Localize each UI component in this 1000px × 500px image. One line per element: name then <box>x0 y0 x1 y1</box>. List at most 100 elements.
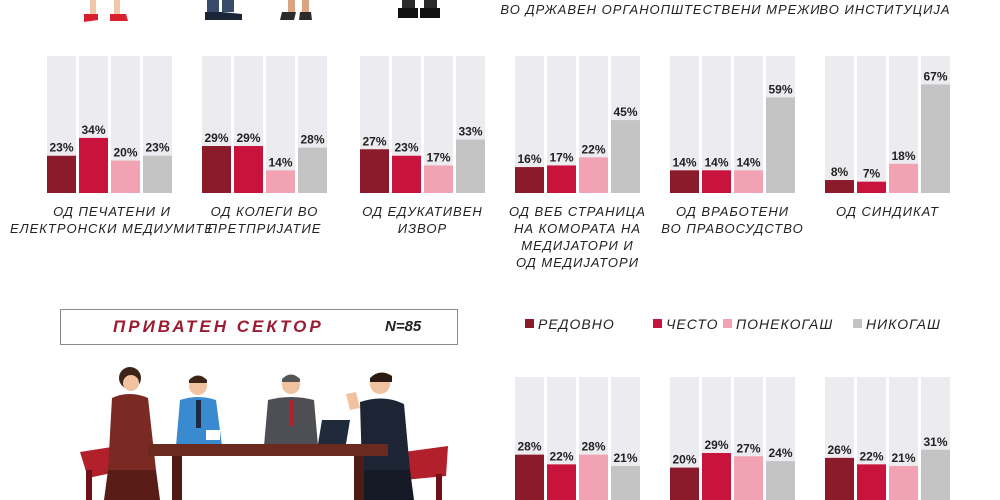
bar <box>702 453 731 500</box>
legend-label-sometimes: ПОНЕКОГАШ <box>736 316 834 332</box>
data-label: 17% <box>426 150 450 164</box>
legend-label-regular: РЕДОВНО <box>538 316 615 332</box>
category-label-line: МЕДИЈАТОРИ И <box>521 238 634 253</box>
bar <box>456 139 485 193</box>
data-label: 33% <box>458 125 482 139</box>
category-label-line: ОД КОЛЕГИ ВО <box>210 204 319 219</box>
data-label: 14% <box>736 155 760 169</box>
bar-background <box>825 56 854 193</box>
bar <box>825 180 854 193</box>
data-label: 28% <box>300 133 324 147</box>
top-label-social-networks: ОПШТЕСТВЕНИ МРЕЖИ <box>649 2 821 17</box>
data-label: 8% <box>831 165 849 179</box>
office-meeting-illustration <box>80 367 448 500</box>
bar <box>515 167 544 193</box>
data-label: 21% <box>891 451 915 465</box>
data-label: 27% <box>362 134 386 148</box>
category-label: ОД СИНДИКАТ <box>778 203 998 220</box>
data-label: 20% <box>113 146 137 160</box>
data-label: 23% <box>394 141 418 155</box>
bar <box>889 465 918 500</box>
data-label: 23% <box>49 141 73 155</box>
data-label: 28% <box>517 440 541 454</box>
bar <box>515 454 544 500</box>
bar <box>921 449 950 500</box>
legend-swatch-often <box>653 319 662 328</box>
category-label-line: ОД ВЕБ СТРАНИЦА <box>509 204 646 219</box>
bar <box>766 461 795 500</box>
top-label-institution: ВО ИНСТИТУЦИЈА <box>819 2 951 17</box>
bar <box>702 170 731 193</box>
bar-background <box>266 56 295 193</box>
data-label: 16% <box>517 152 541 166</box>
bar <box>143 155 172 193</box>
top-label-state-body: ВО ДРЖАВЕН ОРГАН <box>500 2 650 17</box>
data-label: 29% <box>236 131 260 145</box>
bar <box>734 170 763 193</box>
data-label: 28% <box>581 440 605 454</box>
data-label: 24% <box>768 446 792 460</box>
bar-background <box>670 56 699 193</box>
data-label: 67% <box>923 69 947 83</box>
bar <box>79 137 108 193</box>
data-label: 29% <box>204 131 228 145</box>
bar <box>579 454 608 500</box>
data-label: 34% <box>81 123 105 137</box>
data-label: 14% <box>704 155 728 169</box>
data-label: 14% <box>268 155 292 169</box>
category-label: ОД ЕДУКАТИВЕН ИЗВОР <box>313 203 533 237</box>
data-label: 27% <box>736 441 760 455</box>
legend-item-often: ЧЕСТО <box>653 316 719 332</box>
bar <box>766 97 795 193</box>
bar <box>234 146 263 193</box>
category-label: ОД КОЛЕГИ ВО ПРЕТПРИЈАТИЕ <box>155 203 375 237</box>
category-label-line: ОД МЕДИЈАТОРИ <box>516 255 639 270</box>
legend-label-often: ЧЕСТО <box>666 316 719 332</box>
legend: РЕДОВНО ЧЕСТО ПОНЕКОГАШ НИКОГАШ <box>525 316 965 336</box>
data-label: 21% <box>613 451 637 465</box>
data-label: 29% <box>704 438 728 452</box>
sector-title: ПРИВАТЕН СЕКТОР <box>113 317 324 336</box>
data-label: 22% <box>581 142 605 156</box>
data-label: 20% <box>672 453 696 467</box>
bar <box>670 467 699 500</box>
bar <box>547 165 576 193</box>
top-figures-illustration <box>84 0 440 22</box>
data-label: 22% <box>859 449 883 463</box>
bar-background <box>702 56 731 193</box>
category-label: ОД ВРАБОТЕНИ ВО ПРАВОСУДСТВО <box>623 203 843 237</box>
bar <box>857 464 886 500</box>
sector-box: ПРИВАТЕН СЕКТОР N=85 <box>60 309 458 345</box>
bar-background <box>857 56 886 193</box>
legend-label-never: НИКОГАШ <box>866 316 941 332</box>
bar <box>547 464 576 500</box>
category-label-line: ОД ЕДУКАТИВЕН <box>362 204 483 219</box>
bar <box>611 465 640 500</box>
data-label: 7% <box>863 167 881 181</box>
bar <box>202 146 231 193</box>
data-label: 45% <box>613 105 637 119</box>
bar <box>47 155 76 193</box>
legend-item-sometimes: ПОНЕКОГАШ <box>723 316 833 332</box>
bar <box>424 165 453 193</box>
bar-background <box>734 56 763 193</box>
bar <box>825 457 854 500</box>
bar <box>579 157 608 193</box>
category-label: ОД ПЕЧАТЕНИ И ЕЛЕКТРОНСКИ МЕДИУМИТЕ <box>2 203 222 237</box>
category-label-line: ПРЕТПРИЈАТИЕ <box>207 221 322 236</box>
category-label-line: НА КОМОРАТА НА <box>513 221 642 236</box>
bar <box>889 163 918 193</box>
bar <box>857 181 886 193</box>
category-label-line: ЕЛЕКТРОНСКИ МЕДИУМИТЕ <box>10 221 214 236</box>
data-label: 26% <box>827 443 851 457</box>
legend-swatch-sometimes <box>723 319 732 328</box>
bar <box>611 120 640 193</box>
legend-item-never: НИКОГАШ <box>853 316 941 332</box>
category-label-line: ОД ПЕЧАТЕНИ И <box>53 204 171 219</box>
data-label: 59% <box>768 82 792 96</box>
data-label: 22% <box>549 449 573 463</box>
category-label-line: ИЗВОР <box>397 221 448 236</box>
data-label: 18% <box>891 149 915 163</box>
